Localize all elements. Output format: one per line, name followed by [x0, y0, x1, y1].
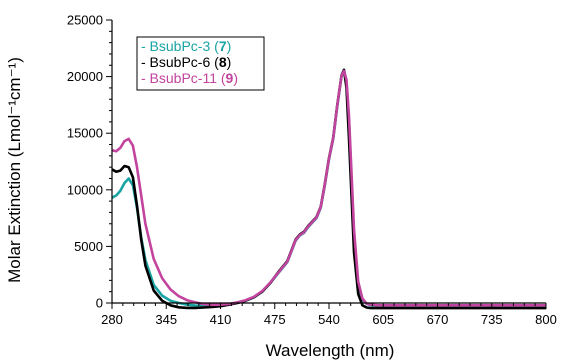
x-tick-label: 800 — [535, 312, 557, 327]
series-line-bsubpc-11 — [111, 69, 546, 307]
y-axis-title: Molar Extinction (Lmol⁻¹cm⁻¹) — [5, 57, 24, 283]
legend-box — [136, 36, 265, 91]
y-tick-label: 15000 — [67, 126, 103, 141]
legend: - BsubPc-3 (7)- BsubPc-6 (8)- BsubPc-11 … — [136, 36, 265, 91]
x-tick-label: 605 — [372, 312, 394, 327]
series-layer — [111, 68, 547, 310]
x-tick-label: 410 — [210, 312, 232, 327]
legend-entry: - BsubPc-11 (9) — [141, 70, 238, 86]
y-tick-label: 20000 — [67, 69, 103, 84]
x-tick-label: 280 — [101, 312, 123, 327]
axes-layer: 0 5000 10000 15000 20000 25000 280 345 410 475 540… — [67, 13, 557, 328]
x-axis-title: Wavelength (nm) — [266, 341, 395, 360]
y-tick-label: 5000 — [74, 239, 103, 254]
legend-entry: - BsubPc-3 (7) — [141, 38, 231, 54]
x-tick-label: 475 — [264, 312, 286, 327]
series-line-bsubpc-6 — [111, 68, 546, 310]
y-tick-label: 0 — [96, 296, 103, 311]
x-tick-label: 670 — [427, 312, 449, 327]
legend-entry: - BsubPc-6 (8) — [141, 54, 231, 70]
series-line-bsubpc-3 — [111, 68, 547, 308]
x-tick-label: 345 — [155, 312, 177, 327]
y-tick-label: 25000 — [67, 13, 103, 28]
x-tick-label: 540 — [318, 312, 340, 327]
x-tick-label: 735 — [481, 312, 503, 327]
y-tick-label: 10000 — [67, 182, 103, 197]
